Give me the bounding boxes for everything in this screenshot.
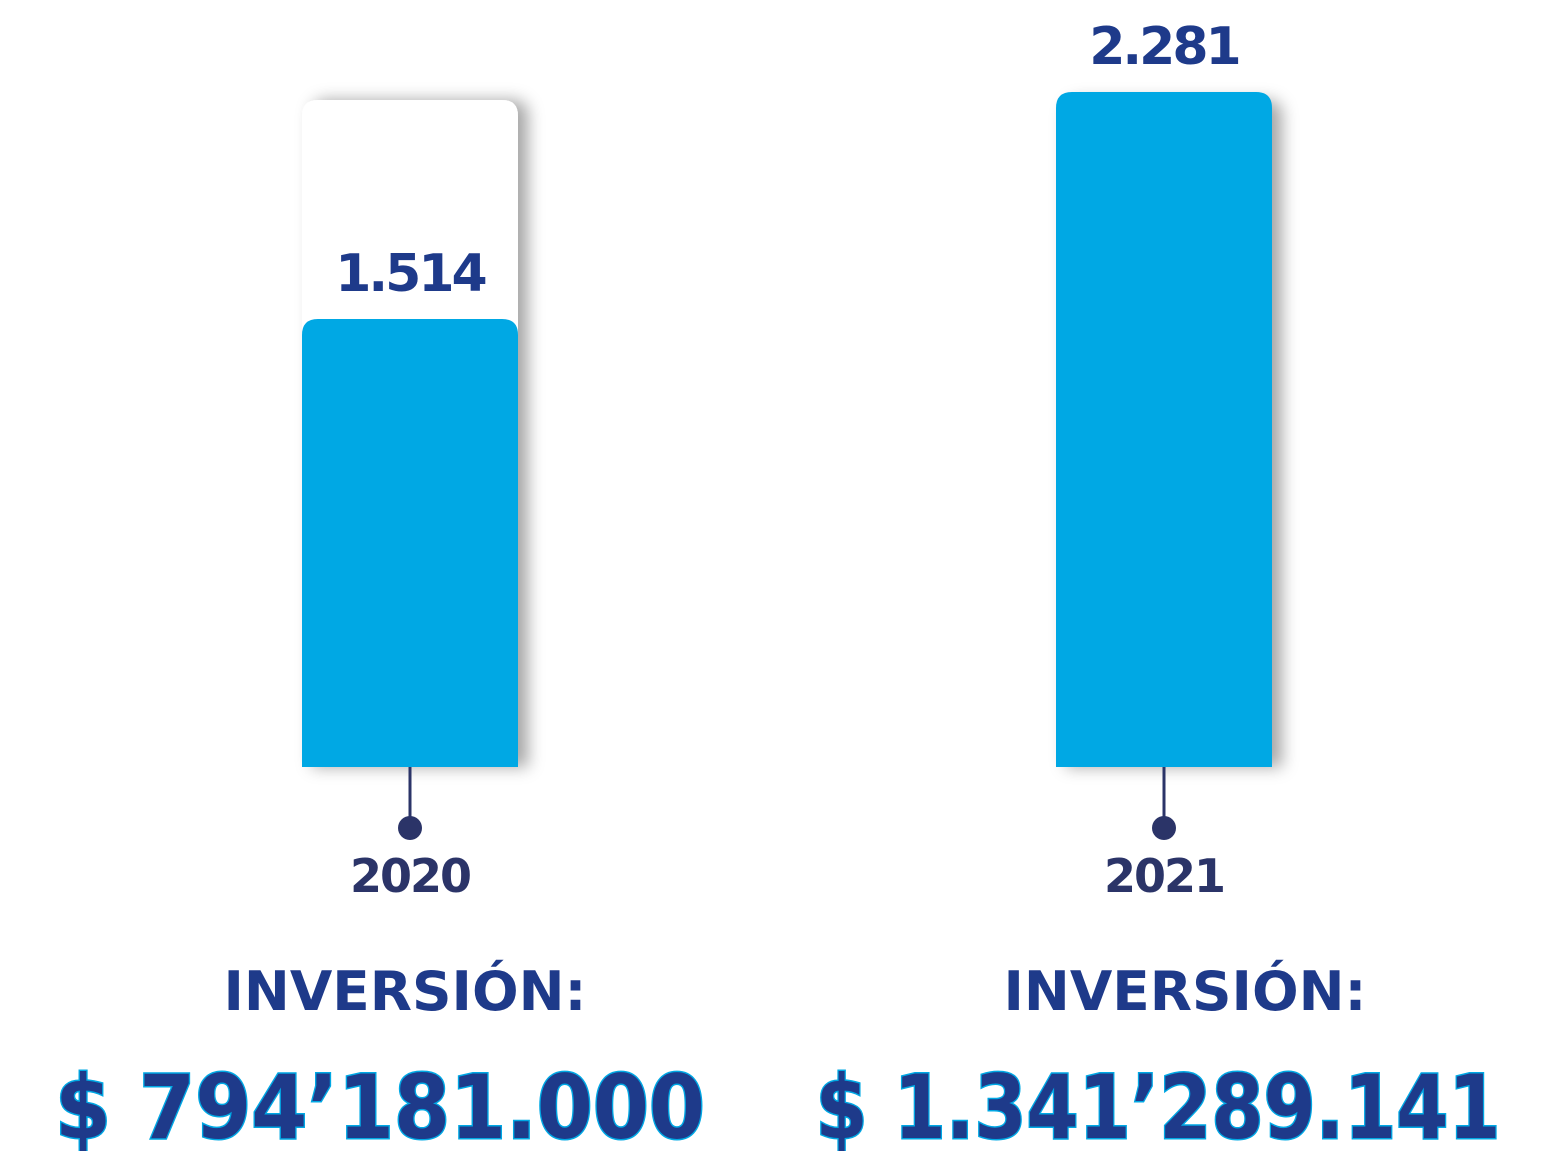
value-label: 2.281 [1089, 17, 1238, 77]
annotation-label: INVERSIÓN: [224, 960, 587, 1023]
tick-dot [1152, 816, 1176, 840]
x-tick-label: 2020 [350, 849, 470, 903]
value-label: 1.514 [335, 244, 485, 304]
tick-dot [398, 816, 422, 840]
bar [1056, 92, 1272, 767]
annotation-amount: $ 1.341’289.141 [816, 1056, 1501, 1151]
bar [302, 318, 518, 767]
x-tick-label: 2021 [1104, 849, 1224, 903]
annotation-label: INVERSIÓN: [1004, 960, 1367, 1023]
annotation-amount: $ 794’181.000 [55, 1056, 705, 1151]
